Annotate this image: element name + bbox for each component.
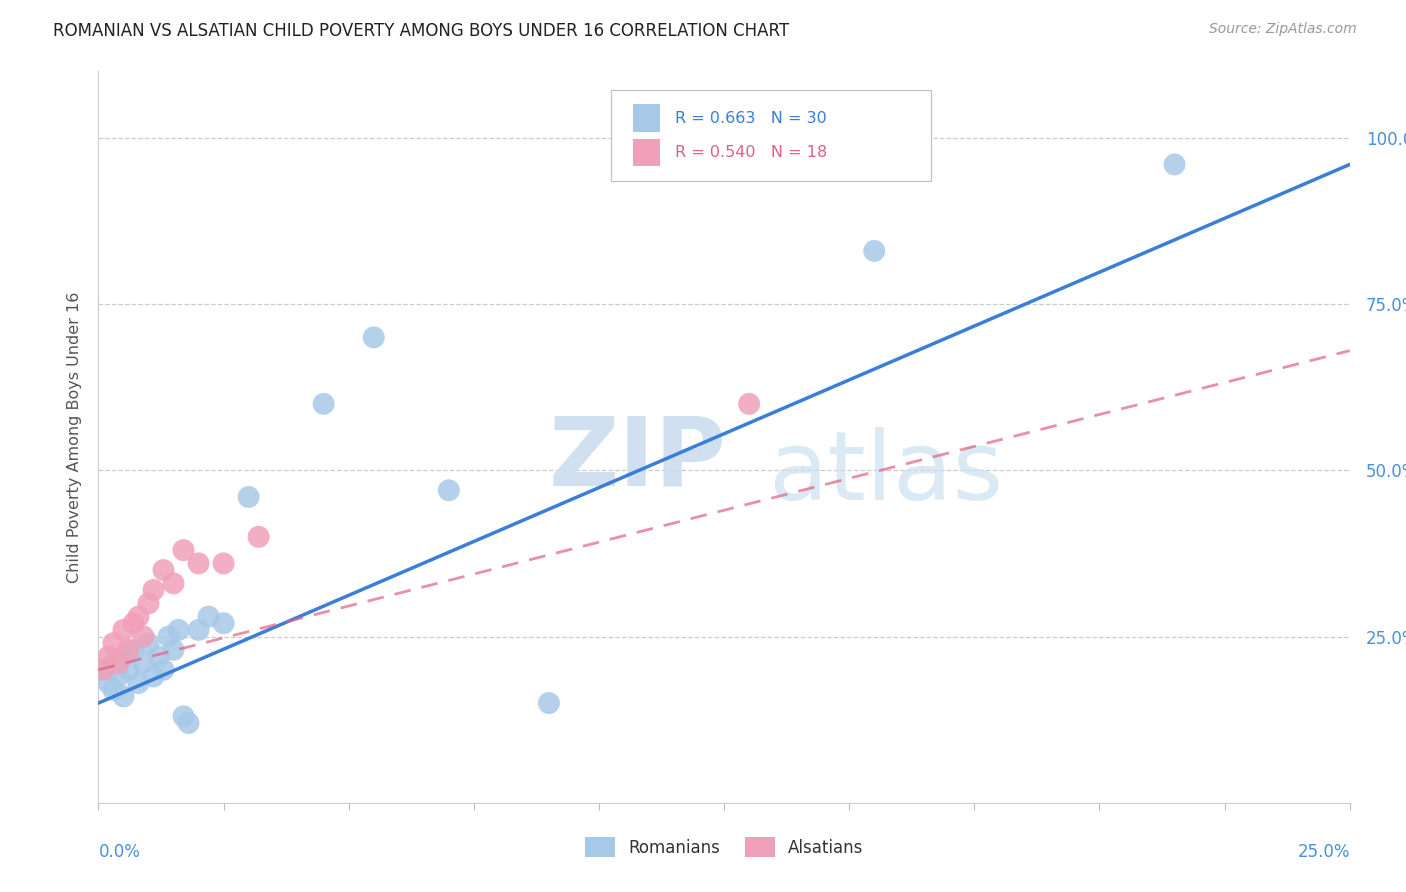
Point: [738, 397, 761, 411]
Point: [167, 623, 190, 637]
Point: [363, 330, 385, 344]
Point: [177, 716, 200, 731]
Point: [127, 676, 149, 690]
Point: [107, 669, 129, 683]
FancyBboxPatch shape: [612, 90, 931, 181]
Point: [142, 582, 165, 597]
Point: [117, 643, 139, 657]
Point: [103, 636, 125, 650]
Point: [1163, 157, 1185, 171]
Point: [173, 709, 195, 723]
Point: [148, 649, 170, 664]
Point: [132, 630, 155, 644]
Point: [97, 649, 120, 664]
Point: [863, 244, 886, 258]
Point: [132, 656, 155, 670]
Point: [142, 669, 165, 683]
Point: [212, 557, 235, 571]
Point: [157, 630, 180, 644]
Point: [112, 649, 135, 664]
Point: [152, 663, 174, 677]
Point: [122, 643, 145, 657]
Y-axis label: Child Poverty Among Boys Under 16: Child Poverty Among Boys Under 16: [66, 292, 82, 582]
Point: [187, 557, 209, 571]
FancyBboxPatch shape: [633, 138, 661, 167]
Point: [187, 623, 209, 637]
Text: 0.0%: 0.0%: [98, 843, 141, 861]
Point: [197, 609, 219, 624]
Legend: Romanians, Alsatians: Romanians, Alsatians: [578, 830, 870, 864]
Point: [107, 656, 129, 670]
Point: [437, 483, 460, 498]
Point: [97, 676, 120, 690]
Text: ZIP: ZIP: [548, 412, 727, 506]
Point: [152, 563, 174, 577]
Point: [162, 643, 184, 657]
Text: R = 0.663   N = 30: R = 0.663 N = 30: [675, 111, 827, 126]
Point: [138, 596, 160, 610]
Point: [93, 663, 115, 677]
Point: [138, 636, 160, 650]
Point: [117, 663, 139, 677]
Point: [103, 656, 125, 670]
Point: [212, 616, 235, 631]
Point: [162, 576, 184, 591]
Point: [173, 543, 195, 558]
Text: atlas: atlas: [768, 427, 1002, 520]
Point: [112, 690, 135, 704]
Text: R = 0.540   N = 18: R = 0.540 N = 18: [675, 145, 828, 160]
Point: [247, 530, 270, 544]
Text: 25.0%: 25.0%: [1298, 843, 1350, 861]
FancyBboxPatch shape: [633, 104, 661, 132]
Text: Source: ZipAtlas.com: Source: ZipAtlas.com: [1209, 22, 1357, 37]
Point: [103, 682, 125, 697]
Text: ROMANIAN VS ALSATIAN CHILD POVERTY AMONG BOYS UNDER 16 CORRELATION CHART: ROMANIAN VS ALSATIAN CHILD POVERTY AMONG…: [53, 22, 790, 40]
Point: [238, 490, 260, 504]
Point: [537, 696, 560, 710]
Point: [122, 616, 145, 631]
Point: [93, 663, 115, 677]
Point: [127, 609, 149, 624]
Point: [112, 623, 135, 637]
Point: [312, 397, 335, 411]
